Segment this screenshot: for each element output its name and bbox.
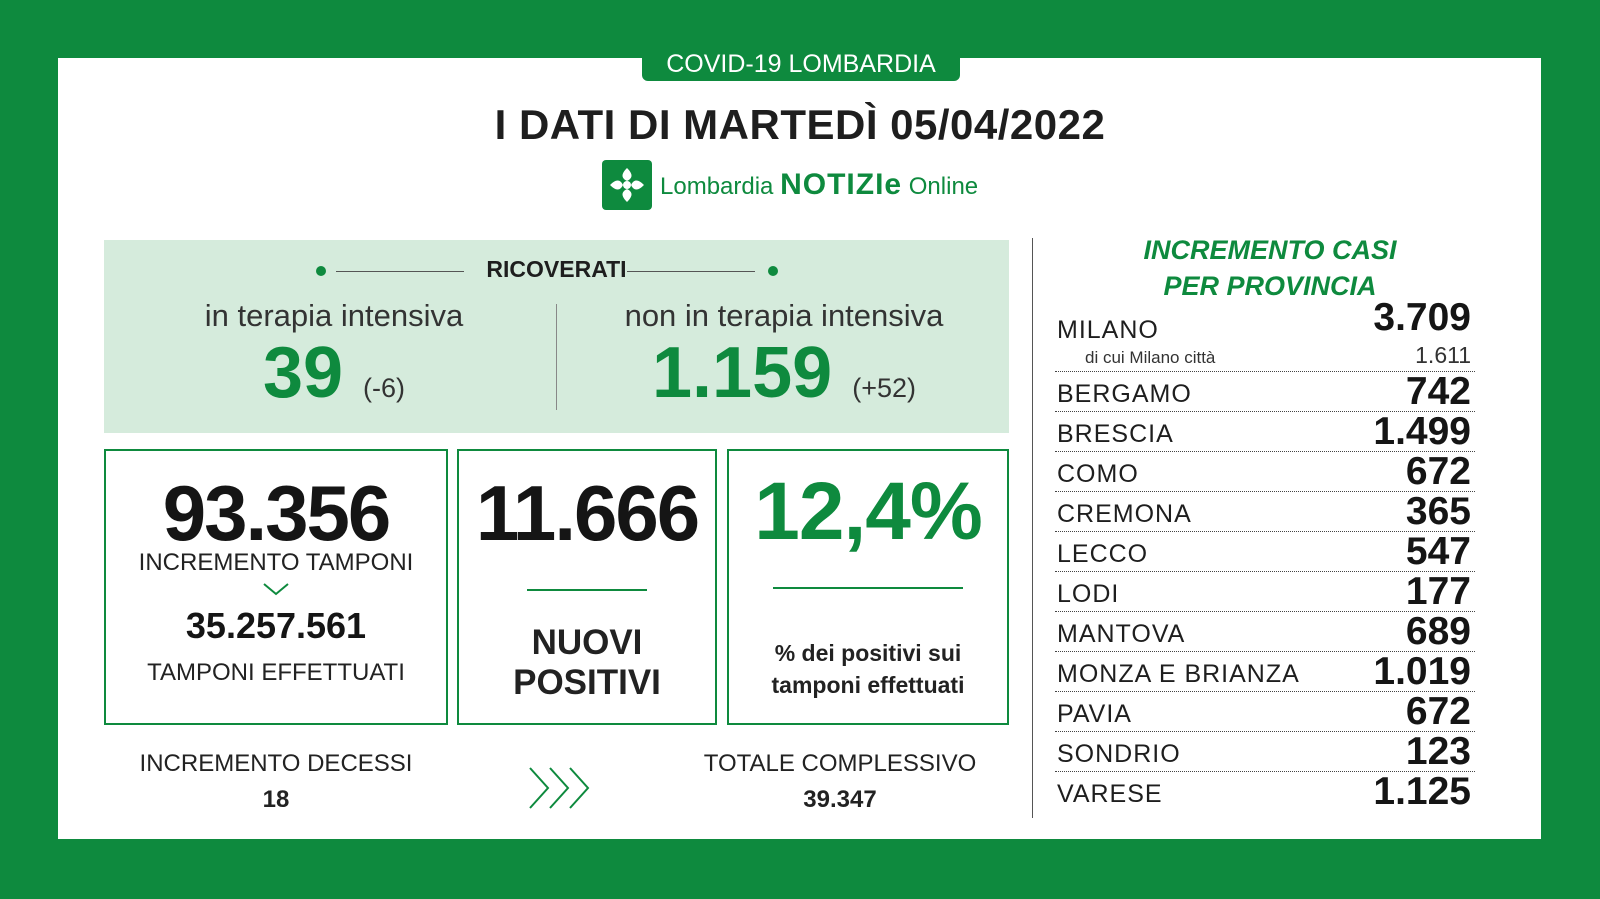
province-row: PAVIA 672	[1055, 690, 1475, 733]
province-row: MILANO 3.709 di cui Milano città 1.611	[1055, 296, 1475, 372]
province-row: LECCO 547	[1055, 530, 1475, 573]
intensiva-delta: (-6)	[363, 373, 406, 403]
rule-left	[336, 271, 464, 272]
province-row: SONDRIO 123	[1055, 730, 1475, 773]
triple-chevron-right-icon	[524, 764, 596, 812]
province-value: 547	[1405, 530, 1471, 573]
chevron-down-icon	[261, 581, 291, 597]
ricoverati-panel: RICOVERATI in terapia intensiva 39 (-6) …	[104, 240, 1009, 433]
logo-brand: NOTIZIe	[780, 168, 903, 201]
province-value: 3.709	[1373, 296, 1471, 339]
tamponi-increment-value: 93.356	[162, 469, 392, 557]
province-row: MONZA E BRIANZA 1.019	[1055, 650, 1475, 693]
intensiva-value: 39	[262, 333, 344, 413]
tamponi-box: 93.356 INCREMENTO TAMPONI 35.257.561 TAM…	[104, 449, 448, 725]
logo-prefix: Lombardia	[660, 173, 774, 200]
province-value: 689	[1405, 610, 1471, 653]
province-value: 672	[1405, 690, 1471, 733]
province-name: LODI	[1057, 580, 1120, 608]
logo: Lombardia NOTIZIe Online	[602, 160, 978, 210]
province-value: 672	[1405, 450, 1471, 493]
province-row: LODI 177	[1055, 570, 1475, 613]
province-value: 1.499	[1373, 410, 1471, 453]
intensiva-value-line: 39 (-6)	[144, 334, 524, 427]
province-title-line1: INCREMENTO CASI	[1143, 235, 1397, 265]
province-name: LECCO	[1057, 540, 1149, 568]
province-value: 365	[1405, 490, 1471, 533]
percentuale-value: 12,4%	[754, 466, 983, 557]
province-name: MILANO	[1057, 316, 1159, 344]
non-intensiva-delta: (+52)	[852, 373, 916, 403]
province-title-line2: PER PROVINCIA	[1163, 271, 1377, 301]
province-row: BRESCIA 1.499	[1055, 410, 1475, 453]
non-intensiva-column: non in terapia intensiva 1.159 (+52)	[584, 298, 984, 427]
province-row: COMO 672	[1055, 450, 1475, 493]
positivi-label-line1: NUOVI	[531, 623, 643, 662]
dot-left	[316, 266, 326, 276]
logo-suffix: Online	[908, 173, 979, 200]
non-intensiva-label: non in terapia intensiva	[624, 298, 944, 333]
decessi-value: 18	[262, 786, 290, 813]
decessi-block: INCREMENTO DECESSI 18	[104, 750, 448, 814]
province-name: COMO	[1057, 460, 1139, 488]
page-title: I DATI DI MARTEDÌ 05/04/2022	[494, 101, 1106, 148]
non-intensiva-value-line: 1.159 (+52)	[584, 334, 984, 427]
province-value: 742	[1405, 370, 1471, 413]
province-name: BRESCIA	[1057, 420, 1174, 448]
non-intensiva-value: 1.159	[652, 333, 833, 413]
province-row: CREMONA 365	[1055, 490, 1475, 533]
percentuale-box: 12,4% % dei positivi sui tamponi effettu…	[727, 449, 1009, 725]
province-value: 1.125	[1373, 770, 1471, 813]
positivi-rule	[527, 589, 647, 591]
percentuale-label-line1: % dei positivi sui	[774, 640, 962, 666]
totale-value: 39.347	[803, 786, 877, 813]
lombardia-rose-icon	[602, 160, 652, 210]
positivi-label: NUOVI POSITIVI	[459, 623, 715, 703]
province-name: CREMONA	[1057, 500, 1192, 528]
province-row: VARESE 1.125	[1055, 770, 1475, 813]
province-name: VARESE	[1057, 780, 1163, 808]
totale-block: TOTALE COMPLESSIVO 39.347	[685, 750, 995, 814]
province-name: MANTOVA	[1057, 620, 1186, 648]
tamponi-total-label: TAMPONI EFFETTUATI	[147, 659, 405, 686]
positivi-label-line2: POSITIVI	[513, 663, 661, 702]
totale-label: TOTALE COMPLESSIVO	[703, 750, 977, 777]
percentuale-rule	[773, 587, 963, 589]
percentuale-label-line2: tamponi effettuati	[771, 672, 965, 698]
tamponi-total-value: 35.257.561	[185, 605, 367, 646]
province-value: 177	[1405, 570, 1471, 613]
province-title: INCREMENTO CASI PER PROVINCIA	[1060, 232, 1480, 304]
province-name: PAVIA	[1057, 700, 1132, 728]
positivi-box: 11.666 NUOVI POSITIVI	[457, 449, 717, 725]
milano-citta-value: 1.611	[1415, 342, 1471, 368]
tamponi-increment-label: INCREMENTO TAMPONI	[138, 549, 414, 576]
ricoverati-heading: RICOVERATI	[486, 256, 627, 282]
percentuale-label: % dei positivi sui tamponi effettuati	[729, 637, 1007, 701]
logo-text: Lombardia NOTIZIe Online	[660, 168, 978, 202]
milano-citta-label: di cui Milano città	[1085, 348, 1216, 367]
intensiva-column: in terapia intensiva 39 (-6)	[144, 298, 524, 427]
ricoverati-divider	[556, 304, 557, 410]
column-separator	[1032, 238, 1033, 818]
rule-right	[627, 271, 755, 272]
province-value: 123	[1405, 730, 1471, 773]
province-row: BERGAMO 742	[1055, 370, 1475, 413]
decessi-label: INCREMENTO DECESSI	[139, 750, 413, 777]
top-tag: COVID-19 LOMBARDIA	[642, 48, 960, 81]
province-value: 1.019	[1373, 650, 1471, 693]
positivi-value: 11.666	[475, 469, 700, 557]
province-name: MONZA E BRIANZA	[1057, 660, 1300, 688]
province-name: SONDRIO	[1057, 740, 1181, 768]
intensiva-label: in terapia intensiva	[204, 298, 464, 333]
dot-right	[768, 266, 778, 276]
province-row: MANTOVA 689	[1055, 610, 1475, 653]
province-name: BERGAMO	[1057, 380, 1192, 408]
